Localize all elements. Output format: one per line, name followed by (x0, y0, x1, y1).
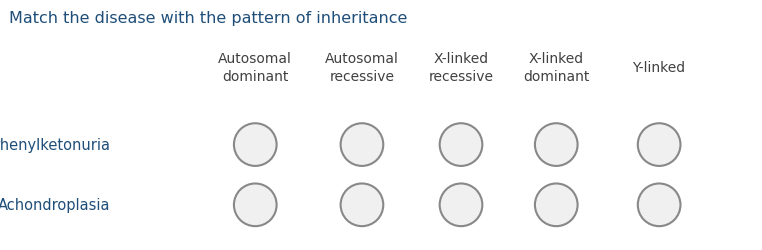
Text: Autosomal
recessive: Autosomal recessive (325, 51, 399, 84)
Text: Y-linked: Y-linked (632, 60, 686, 74)
Ellipse shape (440, 124, 482, 166)
Text: Match the disease with the pattern of inheritance: Match the disease with the pattern of in… (9, 11, 408, 26)
Ellipse shape (341, 184, 383, 226)
Ellipse shape (638, 124, 680, 166)
Text: Phenylketonuria: Phenylketonuria (0, 138, 110, 152)
Text: X-linked
recessive: X-linked recessive (428, 51, 494, 84)
Ellipse shape (638, 184, 680, 226)
Text: Autosomal
dominant: Autosomal dominant (219, 51, 292, 84)
Ellipse shape (440, 184, 482, 226)
Ellipse shape (535, 184, 578, 226)
Ellipse shape (234, 184, 277, 226)
Text: X-linked
dominant: X-linked dominant (523, 51, 590, 84)
Ellipse shape (234, 124, 277, 166)
Ellipse shape (341, 124, 383, 166)
Ellipse shape (535, 124, 578, 166)
Text: Achondroplasia: Achondroplasia (0, 198, 110, 212)
